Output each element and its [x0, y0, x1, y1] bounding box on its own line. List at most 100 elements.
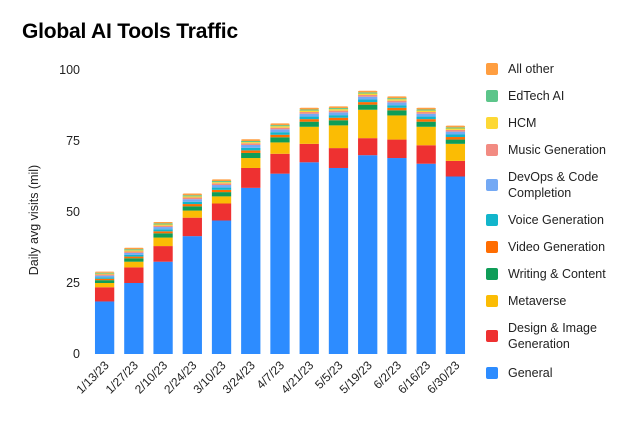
bar-segment — [211, 187, 232, 190]
bar-segment — [94, 278, 115, 281]
legend-swatch — [486, 90, 498, 102]
bar-segment — [124, 256, 144, 259]
bar-segment — [94, 275, 115, 278]
bar-segment — [387, 105, 407, 108]
bar-segment — [94, 271, 115, 273]
bar-segment — [153, 221, 173, 224]
bar-segment — [270, 126, 290, 128]
bar-segment — [182, 199, 202, 202]
bar-segment — [328, 109, 349, 111]
x-tick-label: 4/21/23 — [278, 358, 316, 396]
bar-segment — [124, 261, 144, 268]
bar-segment — [299, 119, 319, 122]
bar-segment — [328, 117, 349, 121]
bar-segment — [416, 116, 436, 120]
legend-swatch — [486, 63, 498, 75]
bar-segment — [387, 139, 407, 159]
bar-segment — [358, 94, 378, 97]
bar-segment — [445, 129, 466, 132]
bar-segment — [299, 162, 319, 354]
bar-segment — [94, 272, 115, 274]
bar-segment — [328, 125, 349, 149]
bar-segment — [270, 125, 290, 127]
bar-segment — [299, 107, 319, 110]
bar-segment — [94, 277, 115, 279]
bar-segment — [153, 223, 173, 225]
bar-segment — [328, 108, 349, 110]
bar-segment — [445, 125, 466, 128]
bar-segment — [270, 137, 290, 143]
bar-segment — [445, 134, 466, 138]
bar-segment — [182, 193, 202, 196]
bar-segment — [211, 185, 232, 188]
y-tick-label: 100 — [59, 63, 80, 77]
bar-segment — [211, 179, 232, 182]
legend-swatch — [486, 330, 498, 342]
legend-swatch — [486, 117, 498, 129]
bar-segment — [358, 102, 378, 105]
bar-segment — [270, 127, 290, 130]
bar-segment — [153, 261, 173, 354]
bar-segment — [299, 110, 319, 113]
bar-segment — [182, 201, 202, 205]
bar-segment — [416, 107, 436, 110]
bar-segment — [299, 143, 319, 163]
bar-segment — [94, 273, 115, 275]
y-tick-label: 0 — [73, 347, 80, 361]
bar-segment — [182, 196, 202, 198]
bar-segment — [153, 225, 173, 228]
bar-segment — [358, 92, 378, 94]
bar-segment — [358, 90, 378, 93]
bar-segment — [387, 102, 407, 106]
bar-segment — [445, 160, 466, 177]
y-tick-label: 75 — [66, 134, 80, 148]
bar-segment — [124, 252, 144, 255]
bar-segment — [94, 301, 115, 354]
bar-segment — [270, 153, 290, 174]
bar-segment — [241, 167, 261, 188]
bar-segment — [211, 192, 232, 197]
bar-segment — [124, 267, 144, 283]
chart-title: Global AI Tools Traffic — [22, 20, 238, 43]
legend-item: Writing & Content — [486, 266, 636, 282]
bar-segment — [182, 217, 202, 237]
x-tick-label: 5/19/23 — [337, 358, 375, 396]
bar-segment — [299, 112, 319, 114]
legend-label: Video Generation — [508, 240, 606, 254]
y-tick-label: 25 — [66, 276, 80, 290]
bar-segment — [358, 93, 378, 95]
legend-item: Design & Image Generation — [486, 320, 636, 352]
bar-segment — [241, 158, 261, 168]
x-tick-label: 3/24/23 — [220, 358, 258, 396]
legend-swatch — [486, 214, 498, 226]
bar-segment — [358, 138, 378, 156]
bar-segment — [211, 203, 232, 221]
bar-segment — [299, 116, 319, 120]
bar-segment — [124, 258, 144, 262]
bar-segment — [387, 98, 407, 100]
bar-segment — [241, 152, 261, 159]
bar-segment — [416, 112, 436, 114]
bar-segment — [387, 96, 407, 99]
legend-item: Metaverse — [486, 293, 636, 309]
legend-label: Metaverse — [508, 294, 567, 308]
bar-segment — [328, 115, 349, 118]
bar-segment — [153, 229, 173, 232]
bar-segment — [416, 126, 436, 146]
bar-segment — [94, 283, 115, 288]
bar-segment — [358, 109, 378, 139]
y-axis-label: Daily avg visits (mil) — [27, 165, 41, 275]
bar-segment — [241, 144, 261, 148]
legend-swatch — [486, 179, 498, 191]
bar-segment — [299, 126, 319, 144]
legend-label: Writing & Content — [508, 267, 606, 281]
legend-item: Video Generation — [486, 239, 636, 255]
bar-segment — [299, 109, 319, 111]
legend-item: DevOps & Code Completion — [486, 169, 636, 201]
bar-segment — [211, 220, 232, 354]
bar-segment — [416, 110, 436, 113]
bar-segment — [387, 107, 407, 111]
legend-item: All other — [486, 61, 636, 77]
bar-segment — [182, 236, 202, 354]
legend-swatch — [486, 144, 498, 156]
